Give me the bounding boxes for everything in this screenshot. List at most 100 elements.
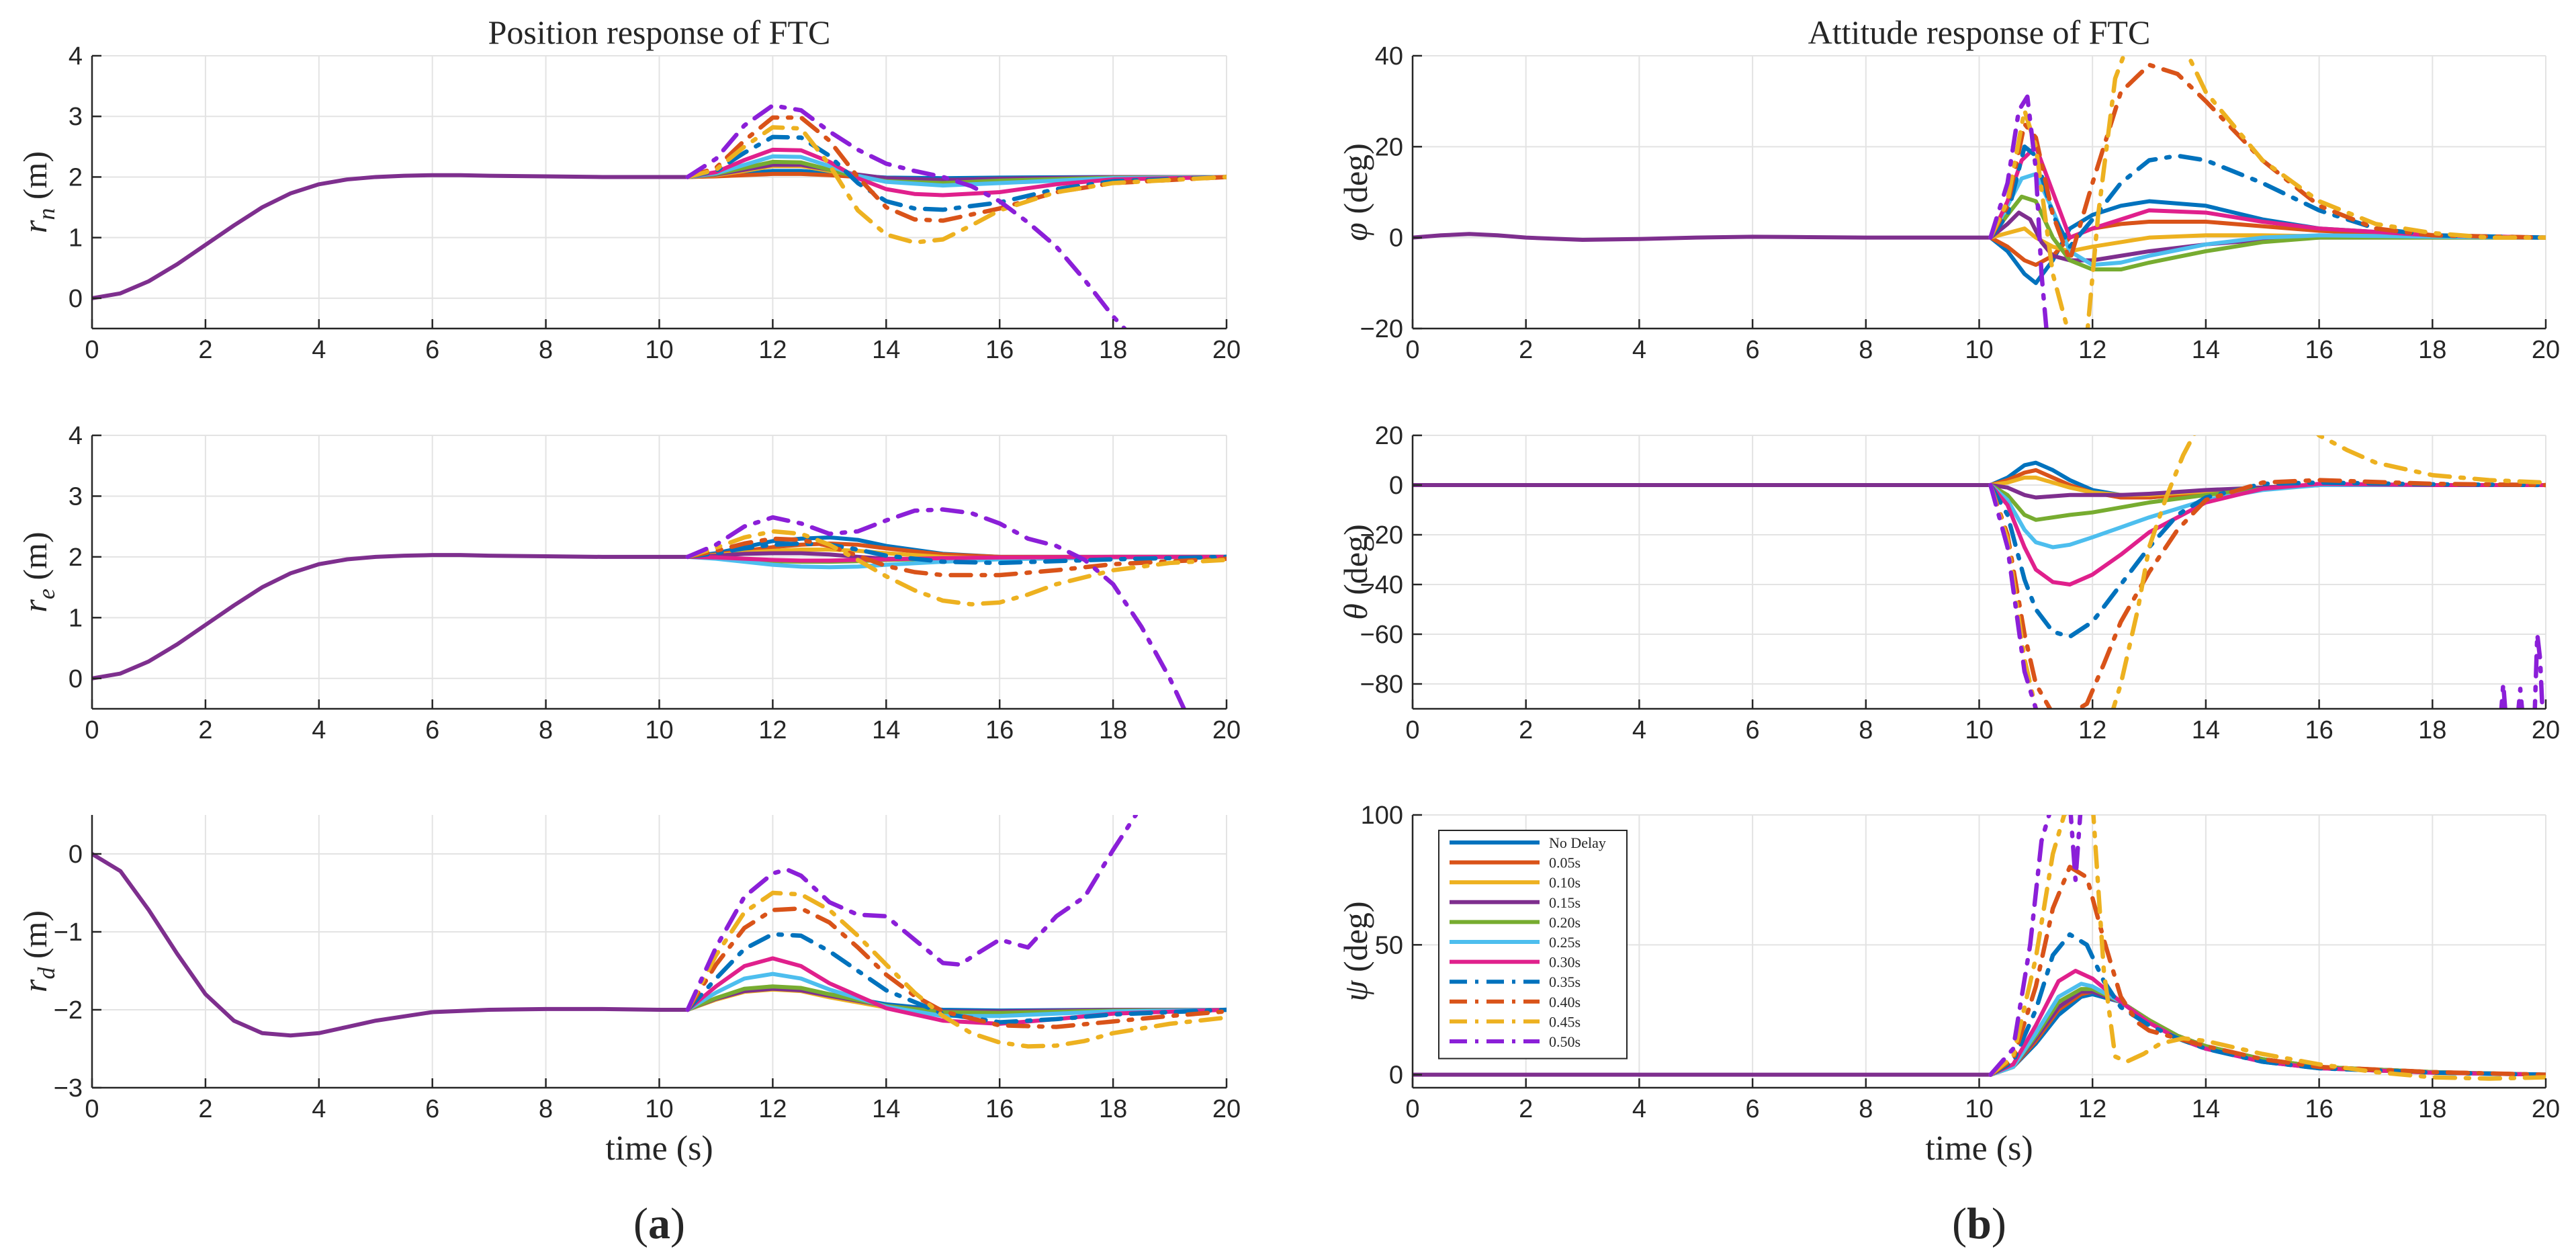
series-line-0-05s: [1988, 219, 2546, 267]
y-label-symbol: r: [16, 220, 54, 233]
x-axis-label: time (s): [1925, 1129, 2033, 1168]
x-tick-label: 6: [425, 1095, 439, 1123]
series-group: [92, 815, 1227, 1049]
y-tick-label: −3: [54, 1074, 83, 1102]
legend-label-0-15s: 0.15s: [1549, 894, 1581, 911]
x-tick-label: 6: [1746, 336, 1760, 364]
series-line-0-40s: [685, 536, 1227, 578]
y-label-unit: (m): [16, 151, 54, 208]
panel-paren-open: (: [633, 1199, 648, 1248]
y-tick-label: 2: [69, 163, 83, 191]
x-tick-label: 10: [645, 716, 673, 744]
y-tick-label: 3: [69, 482, 83, 511]
x-tick-label: 4: [1632, 716, 1646, 744]
y-label-symbol: φ: [1337, 222, 1374, 241]
y-tick-label: −40: [1360, 571, 1403, 599]
series-line-common: [1413, 232, 1993, 243]
panel-label-a: (a): [633, 1199, 685, 1248]
series-line-0-50s: [1988, 815, 2051, 1077]
y-label-symbol: r: [16, 599, 54, 613]
x-tick-label: 20: [2532, 336, 2560, 364]
series-line-0-30s: [685, 147, 1227, 198]
x-tick-label: 14: [2192, 336, 2220, 364]
x-tick-label: 0: [85, 716, 99, 744]
y-tick-label: 0: [69, 840, 83, 869]
x-tick-label: 8: [539, 1095, 553, 1123]
x-tick-label: 4: [312, 716, 326, 744]
x-tick-label: 18: [2418, 336, 2446, 364]
axes-a-3: 0 2 4 6 8 10 12 14 16 18 20 0 −1 −2 −3 rd (m) time (s): [16, 815, 1241, 1168]
x-tick-label: 12: [758, 1095, 787, 1123]
x-tick-label: 6: [425, 716, 439, 744]
x-tick-label: 0: [85, 1095, 99, 1123]
x-tick-label: 20: [1212, 716, 1241, 744]
series-line-0-45s: [1988, 56, 2127, 329]
legend-label-0-10s: 0.10s: [1549, 874, 1581, 891]
y-tick-label: −1: [54, 918, 83, 947]
x-tick-label: 4: [312, 1095, 326, 1123]
x-tick-label: 18: [2418, 716, 2446, 744]
x-tick-label: 0: [1405, 1095, 1419, 1123]
legend-label-0-35s: 0.35s: [1549, 973, 1581, 990]
x-tick-label: 14: [2192, 1095, 2220, 1123]
panel-paren-close: ): [670, 1199, 685, 1248]
x-tick-label: 4: [312, 336, 326, 364]
x-tick-label: 0: [1405, 336, 1419, 364]
chart-title: Position response of FTC: [488, 13, 831, 51]
series-group: [92, 103, 1227, 329]
series-line-0-50s: [685, 507, 1187, 709]
x-tick-label: 16: [2305, 1095, 2333, 1123]
x-tick-label: 12: [758, 716, 787, 744]
x-tick-label: 2: [1519, 716, 1533, 744]
x-tick-label: 20: [1212, 336, 1241, 364]
panel-paren-open: (: [1952, 1199, 1967, 1248]
x-axis-label: time (s): [605, 1129, 713, 1168]
series-line-common: [92, 852, 690, 1038]
series-line-0-50s: [685, 815, 1139, 1012]
y-tick-label: 3: [69, 103, 83, 131]
y-axis-label: rd (m): [16, 910, 60, 992]
series-line-0-50s: [2068, 815, 2083, 882]
y-tick-label: 50: [1375, 931, 1403, 959]
series-line-0-35s: [685, 541, 1227, 566]
y-label-symbol: r: [16, 979, 54, 992]
legend-label-no-delay: No Delay: [1549, 834, 1606, 851]
x-tick-label: 8: [539, 336, 553, 364]
x-tick-label: 14: [872, 716, 900, 744]
x-tick-label: 18: [1099, 1095, 1127, 1123]
x-tick-label: 10: [1965, 336, 1993, 364]
axes-b-2: 0 2 4 6 8 10 12 14 16 18 20 20 0 −20 −40 −60 −80 θ (deg): [1337, 422, 2560, 744]
y-label-unit: (m): [16, 531, 54, 589]
legend-label-0-20s: 0.20s: [1549, 914, 1581, 931]
axes-b-3: 0 2 4 6 8 10 12 14 16 18 20 100 50 0 ψ (deg) time (s): [1337, 802, 2560, 1168]
x-tick-label: 18: [1099, 336, 1127, 364]
series-group: [92, 507, 1227, 709]
y-tick-label: 0: [1389, 1062, 1403, 1090]
y-tick-label: 2: [69, 544, 83, 572]
series-line-0-25s: [1988, 171, 2546, 267]
y-tick-label: 0: [1389, 224, 1403, 253]
x-tick-label: 14: [2192, 716, 2220, 744]
x-tick-label: 18: [1099, 716, 1127, 744]
y-tick-label: −2: [54, 996, 83, 1025]
y-label-subscript: n: [33, 208, 60, 220]
y-tick-label: −80: [1360, 670, 1403, 699]
x-tick-label: 20: [1212, 1095, 1241, 1123]
chart-title: Attitude response of FTC: [1808, 13, 2151, 51]
x-tick-label: 2: [1519, 1095, 1533, 1123]
legend-label-0-50s: 0.50s: [1549, 1033, 1581, 1050]
y-label-symbol: ψ: [1337, 980, 1374, 1002]
y-tick-label: 1: [69, 224, 83, 253]
series-line-0-25s: [685, 971, 1227, 1019]
y-axis-label: re (m): [16, 531, 60, 612]
series-line-0-45s: [2316, 435, 2546, 485]
y-label-subscript: d: [33, 967, 60, 980]
panel-letter-b: b: [1967, 1199, 1992, 1248]
panel-labels: (a) (b): [633, 1199, 2006, 1248]
x-tick-label: 2: [198, 1095, 212, 1123]
x-tick-label: 12: [2078, 716, 2106, 744]
